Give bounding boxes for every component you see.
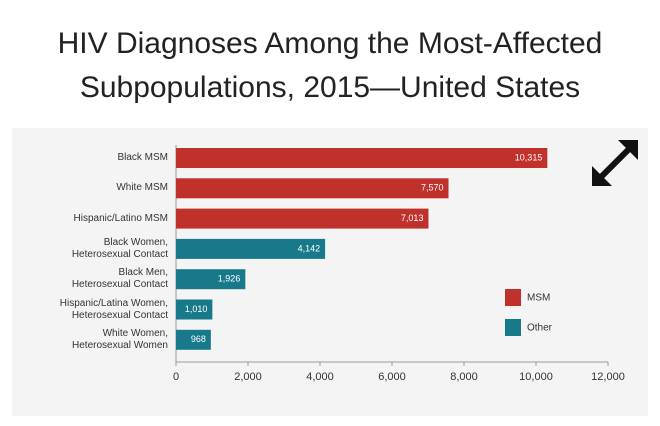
data-label: 7,570: [421, 183, 444, 193]
expand-arrow: [618, 140, 638, 160]
y-tick-label: Black Men, Heterosexual Contact: [71, 267, 168, 291]
legend-swatch: [505, 319, 521, 336]
y-tick-label: Hispanic/Latino MSM: [73, 212, 168, 224]
legend-label: Other: [527, 323, 553, 334]
x-tick-label: 10,000: [519, 371, 553, 383]
y-tick-label: Hispanic/Latina Women, Heterosexual Cont…: [59, 297, 168, 321]
chart-title: HIV Diagnoses Among the Most-Affected Su…: [57, 27, 603, 104]
expand-arrow: [592, 166, 612, 186]
y-tick-label: White MSM: [116, 182, 168, 194]
data-label: 1,010: [185, 304, 208, 314]
chart-panel: [12, 128, 648, 416]
x-tick-label: 2,000: [234, 371, 262, 383]
bar: [176, 148, 548, 168]
x-tick-label: 8,000: [450, 371, 478, 383]
bar: [176, 178, 449, 199]
y-tick-label: Black Women, Heterosexual Contact: [71, 236, 168, 260]
bar: [176, 208, 429, 229]
data-label: 7,013: [401, 213, 424, 223]
expand-icon[interactable]: [592, 140, 638, 186]
x-tick-label: 12,000: [591, 371, 625, 383]
legend-label: MSM: [527, 293, 550, 304]
legend-swatch: [505, 289, 521, 306]
data-label: 10,315: [515, 152, 543, 162]
x-tick-label: 4,000: [306, 371, 334, 383]
expand-line: [597, 145, 633, 181]
data-label: 4,142: [298, 243, 321, 253]
bar: [176, 329, 211, 350]
x-tick-label: 6,000: [378, 371, 406, 383]
bar: [176, 238, 326, 259]
bar: [176, 299, 213, 320]
data-label: 1,926: [218, 274, 241, 284]
y-tick-label: Black MSM: [117, 152, 168, 163]
data-label: 968: [191, 334, 206, 344]
bar: [176, 269, 246, 290]
y-tick-label: White Women, Heterosexual Women: [72, 327, 168, 351]
x-tick-label: 0: [173, 371, 179, 383]
